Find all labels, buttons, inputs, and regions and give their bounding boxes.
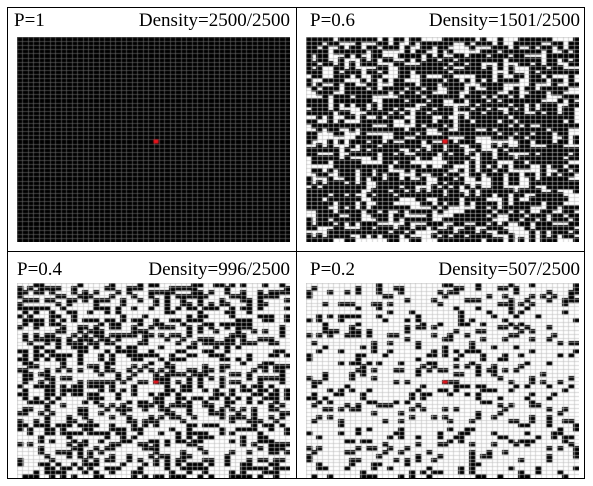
panel-2-density-label: Density=1501/2500	[428, 10, 580, 31]
panel-3-p-label: P=0.4	[17, 259, 63, 280]
vertical-divider	[296, 7, 297, 479]
panel-1-lattice	[17, 37, 290, 242]
horizontal-divider	[7, 251, 585, 252]
panel-4-density-label: Density=507/2500	[438, 259, 580, 280]
panel-2-lattice	[306, 37, 579, 242]
panel-3-density-label: Density=996/2500	[148, 259, 290, 280]
panel-1-p-label: P=1	[14, 10, 45, 31]
panel-4-p-label: P=0.2	[310, 259, 356, 280]
panel-4-lattice	[306, 283, 579, 478]
panel-2-p-label: P=0.6	[310, 10, 356, 31]
panel-3-lattice	[17, 283, 290, 478]
panel-1-density-label: Density=2500/2500	[138, 10, 290, 31]
